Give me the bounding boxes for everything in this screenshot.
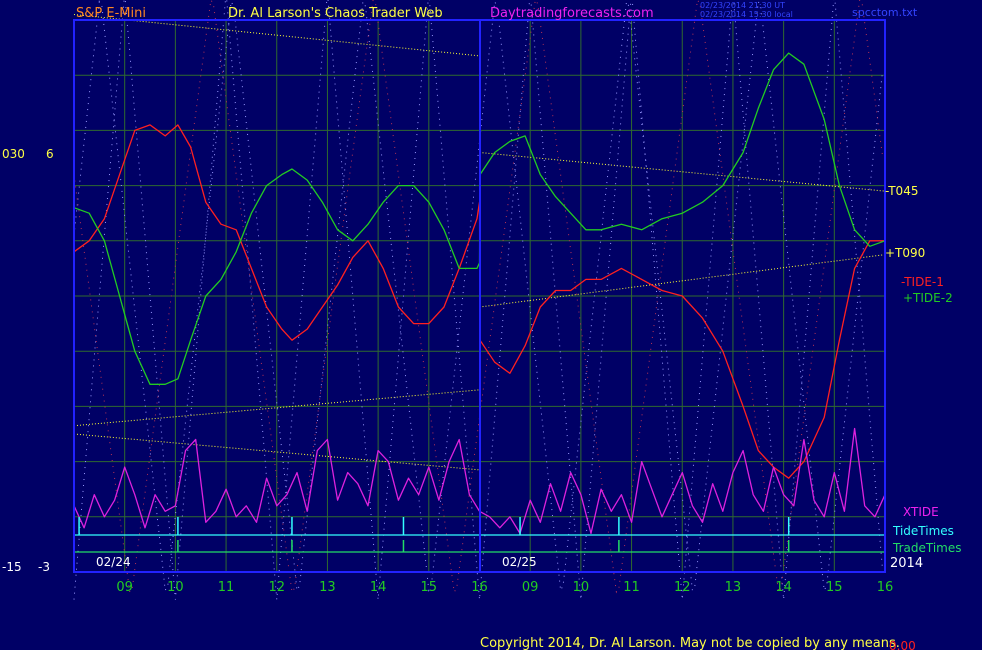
label-year: 2014 xyxy=(890,556,923,571)
day-label-1: 02/24 xyxy=(96,555,131,569)
x-tick-label: 16 xyxy=(471,580,488,595)
left-axis-bottom-label-2: -3 xyxy=(38,560,50,574)
x-tick-label: 12 xyxy=(268,580,285,595)
series-line-tide-1 xyxy=(73,124,885,479)
x-tick-label: 16 xyxy=(877,580,894,595)
x-tick-label: 11 xyxy=(218,580,235,595)
x-tick-label: 13 xyxy=(725,580,742,595)
label-tidetimes: TideTimes xyxy=(892,524,954,538)
timestamp-local: 02/23/2014 15:30 local xyxy=(700,10,793,19)
symbol-title: S&P E-Mini xyxy=(76,6,146,21)
x-tick-label: 13 xyxy=(319,580,336,595)
x-tick-label: 14 xyxy=(775,580,792,595)
series-line-tide-2 xyxy=(73,52,886,385)
left-axis-top-label-2: 6 xyxy=(46,147,54,161)
dotted-cycles xyxy=(73,0,883,600)
label-tide-2: +TIDE-2 xyxy=(903,291,953,305)
dotted-cycle-line xyxy=(73,0,883,592)
x-tick-label: 10 xyxy=(167,580,184,595)
x-tick-label: 09 xyxy=(522,580,539,595)
x-tick-label: 14 xyxy=(370,580,387,595)
site-url[interactable]: Daytradingforecasts.com xyxy=(490,6,654,21)
label-tide-1: -TIDE-1 xyxy=(901,275,944,289)
x-tick-label: 09 xyxy=(116,580,133,595)
site-title: Dr. Al Larson's Chaos Trader Web xyxy=(228,6,443,21)
x-tick-label: 10 xyxy=(573,580,590,595)
trendline xyxy=(73,433,480,471)
label-xtide: XTIDE xyxy=(903,505,939,519)
x-axis-ticks: 09 10 11 12 13 14 15 16 09 10 11 12 13 14 15 16 xyxy=(116,580,893,595)
corner-value: 0.00 xyxy=(889,639,916,650)
trendline xyxy=(73,13,480,57)
x-tick-label: 12 xyxy=(674,580,691,595)
label-t045: -T045 xyxy=(885,184,918,198)
trendline xyxy=(479,254,886,308)
x-tick-label: 15 xyxy=(826,580,843,595)
timestamp-ut: 02/23/2014 21:30 UT xyxy=(700,1,785,10)
x-tick-label: 15 xyxy=(421,580,438,595)
trendlines xyxy=(73,13,886,471)
data-file-name: spcctom.txt xyxy=(852,6,918,19)
trendline xyxy=(479,151,886,192)
left-axis-top-label-1: 030 xyxy=(2,147,25,161)
x-tick-label: 11 xyxy=(623,580,640,595)
day-label-2: 02/25 xyxy=(502,555,537,569)
left-axis-bottom-label-1: -15 xyxy=(2,560,22,574)
trendline xyxy=(73,389,480,427)
label-tradetimes: TradeTimes xyxy=(892,541,961,555)
label-t090: +T090 xyxy=(885,246,925,260)
copyright-notice: Copyright 2014, Dr. Al Larson. May not b… xyxy=(480,636,900,650)
